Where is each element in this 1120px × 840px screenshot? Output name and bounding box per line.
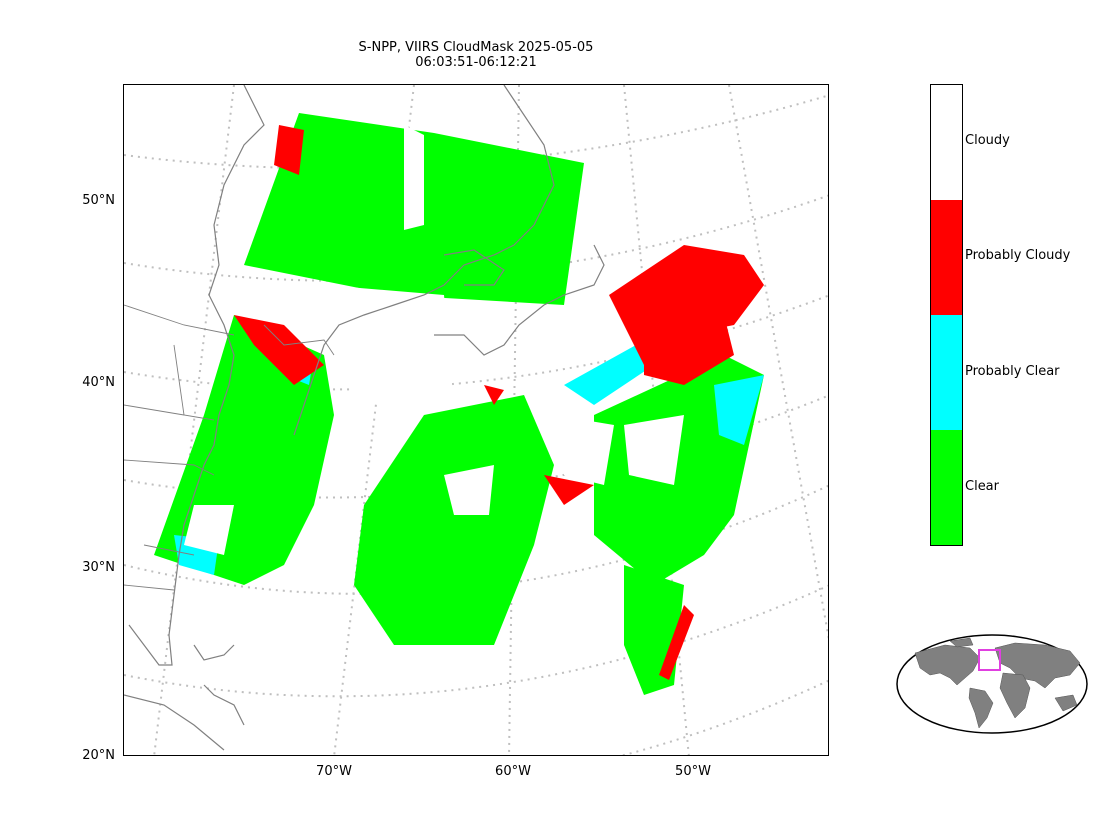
state-borders: [124, 304, 335, 591]
lat-label-20n: 20°N: [82, 748, 115, 763]
map-title: S-NPP, VIIRS CloudMask 2025-05-05 06:03:…: [276, 40, 676, 70]
colorbar-swatch-probably-clear: [931, 315, 962, 430]
colorbar-label-probably-clear: Probably Clear: [965, 364, 1060, 379]
colorbar-swatch-clear: [931, 430, 962, 545]
cloudmask-swath: [154, 113, 764, 695]
lon-label-70w: 70°W: [316, 764, 352, 779]
colorbar: [930, 84, 963, 546]
colorbar-label-clear: Clear: [965, 479, 999, 494]
colorbar-swatch-probably-cloudy: [931, 200, 962, 315]
lat-label-50n: 50°N: [82, 193, 115, 208]
coastlines: [124, 85, 605, 751]
colorbar-swatch-cloudy: [931, 85, 962, 200]
colorbar-label-probably-cloudy: Probably Cloudy: [965, 248, 1071, 263]
inset-landmasses: [914, 637, 1081, 729]
title-line-2: 06:03:51-06:12:21: [415, 55, 537, 70]
inset-world-map: [896, 634, 1088, 734]
lat-label-40n: 40°N: [82, 375, 115, 390]
lon-label-60w: 60°W: [495, 764, 531, 779]
title-line-1: S-NPP, VIIRS CloudMask 2025-05-05: [358, 40, 594, 55]
map-panel[interactable]: [123, 84, 829, 756]
inset-region-box: [978, 649, 1001, 671]
map-canvas: [124, 85, 828, 755]
colorbar-label-cloudy: Cloudy: [965, 133, 1010, 148]
latitude-gridlines: [124, 94, 828, 755]
lon-label-50w: 50°W: [675, 764, 711, 779]
lat-label-30n: 30°N: [82, 560, 115, 575]
